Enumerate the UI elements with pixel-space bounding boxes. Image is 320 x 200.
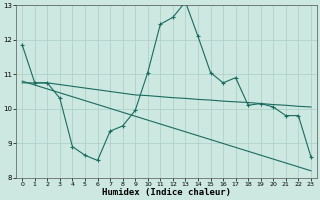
X-axis label: Humidex (Indice chaleur): Humidex (Indice chaleur) — [102, 188, 231, 197]
